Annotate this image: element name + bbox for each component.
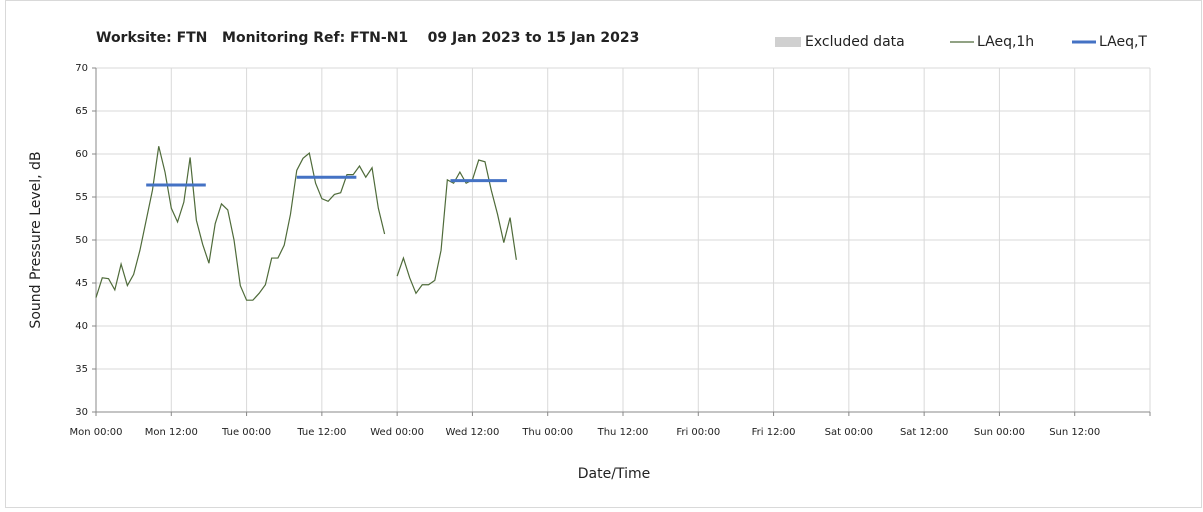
y-tick-label: 65 [75, 106, 88, 117]
x-tick-label: Sat 12:00 [900, 427, 948, 438]
x-tick-label: Thu 12:00 [597, 427, 649, 438]
x-tick-label: Thu 00:00 [521, 427, 573, 438]
x-tick-label: Sat 00:00 [825, 427, 873, 438]
x-tick-label: Wed 00:00 [370, 427, 424, 438]
x-tick-label: Wed 12:00 [446, 427, 500, 438]
y-tick-label: 35 [75, 364, 88, 375]
y-tick-label: 40 [75, 321, 88, 332]
y-tick-label: 50 [75, 235, 88, 246]
x-tick-label: Mon 12:00 [145, 427, 198, 438]
y-tick-label: 60 [75, 149, 88, 160]
y-axis-label: Sound Pressure Level, dB [28, 151, 44, 328]
legend-swatch [775, 37, 801, 47]
x-tick-label: Fri 12:00 [752, 427, 796, 438]
x-tick-label: Fri 00:00 [676, 427, 720, 438]
y-tick-label: 55 [75, 192, 88, 203]
x-tick-label: Sun 12:00 [1049, 427, 1100, 438]
x-tick-label: Tue 00:00 [221, 427, 271, 438]
legend-label: Excluded data [805, 34, 905, 50]
data-line [95, 146, 517, 301]
chart-title: Worksite: FTN Monitoring Ref: FTN-N1 09 … [96, 30, 639, 46]
y-tick-label: 30 [75, 407, 88, 418]
x-axis-label: Date/Time [578, 466, 650, 482]
y-tick-label: 70 [75, 63, 88, 74]
legend-label: LAeq,T [1099, 34, 1147, 50]
x-tick-label: Tue 12:00 [296, 427, 346, 438]
x-tick-label: Sun 00:00 [974, 427, 1025, 438]
y-tick-label: 45 [75, 278, 88, 289]
legend-label: LAeq,1h [977, 34, 1034, 50]
x-tick-label: Mon 00:00 [69, 427, 122, 438]
